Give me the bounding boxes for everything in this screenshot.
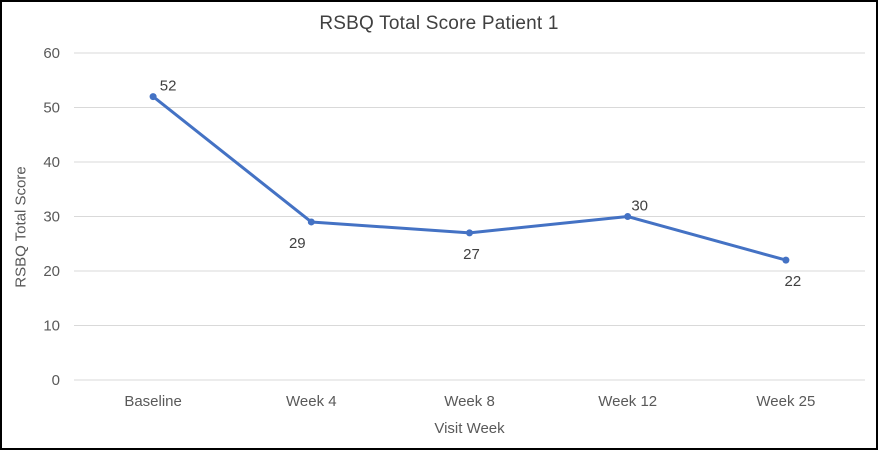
y-tick-label: 0 [52, 372, 60, 389]
y-tick-label: 60 [43, 45, 60, 62]
x-tick-label: Week 12 [598, 393, 657, 410]
data-label: 29 [289, 235, 306, 252]
y-tick-label: 30 [43, 209, 60, 226]
chart-title: RSBQ Total Score Patient 1 [319, 13, 559, 34]
data-point-marker [307, 218, 315, 226]
x-tick-label: Week 4 [286, 393, 337, 410]
x-axis-title: Visit Week [434, 420, 505, 437]
y-tick-label: 50 [43, 100, 60, 117]
data-label: 30 [631, 198, 648, 215]
data-label: 22 [785, 273, 802, 290]
data-label: 27 [463, 246, 480, 263]
data-point-marker [149, 93, 157, 101]
x-tick-label: Week 8 [444, 393, 495, 410]
y-tick-label: 20 [43, 263, 60, 280]
x-tick-label: Week 25 [756, 393, 815, 410]
data-point-marker [466, 229, 473, 237]
data-point-marker [782, 256, 790, 264]
x-tick-label: Baseline [124, 393, 182, 410]
y-tick-label: 40 [43, 154, 60, 171]
data-label: 52 [160, 78, 177, 95]
y-tick-label: 10 [43, 318, 60, 335]
data-point-marker [624, 213, 632, 220]
